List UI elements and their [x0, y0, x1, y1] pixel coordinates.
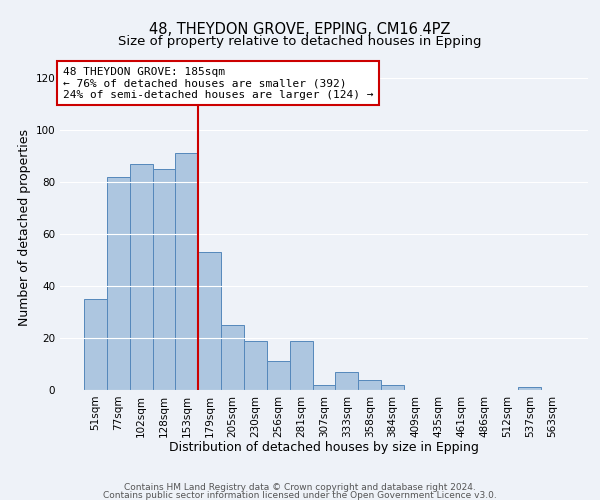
- Y-axis label: Number of detached properties: Number of detached properties: [18, 129, 31, 326]
- Text: Contains public sector information licensed under the Open Government Licence v3: Contains public sector information licen…: [103, 491, 497, 500]
- Bar: [175, 154, 198, 390]
- Bar: [381, 385, 404, 390]
- Bar: [518, 388, 541, 390]
- Bar: [335, 372, 358, 390]
- Bar: [267, 362, 290, 390]
- Bar: [107, 177, 130, 390]
- Bar: [198, 252, 221, 390]
- Bar: [244, 340, 267, 390]
- Text: 48, THEYDON GROVE, EPPING, CM16 4PZ: 48, THEYDON GROVE, EPPING, CM16 4PZ: [149, 22, 451, 38]
- Text: Contains HM Land Registry data © Crown copyright and database right 2024.: Contains HM Land Registry data © Crown c…: [124, 482, 476, 492]
- Bar: [290, 340, 313, 390]
- Bar: [130, 164, 152, 390]
- Text: 48 THEYDON GROVE: 185sqm
← 76% of detached houses are smaller (392)
24% of semi-: 48 THEYDON GROVE: 185sqm ← 76% of detach…: [62, 66, 373, 100]
- X-axis label: Distribution of detached houses by size in Epping: Distribution of detached houses by size …: [169, 441, 479, 454]
- Text: Size of property relative to detached houses in Epping: Size of property relative to detached ho…: [118, 35, 482, 48]
- Bar: [221, 325, 244, 390]
- Bar: [313, 385, 335, 390]
- Bar: [152, 169, 175, 390]
- Bar: [358, 380, 381, 390]
- Bar: [84, 299, 107, 390]
